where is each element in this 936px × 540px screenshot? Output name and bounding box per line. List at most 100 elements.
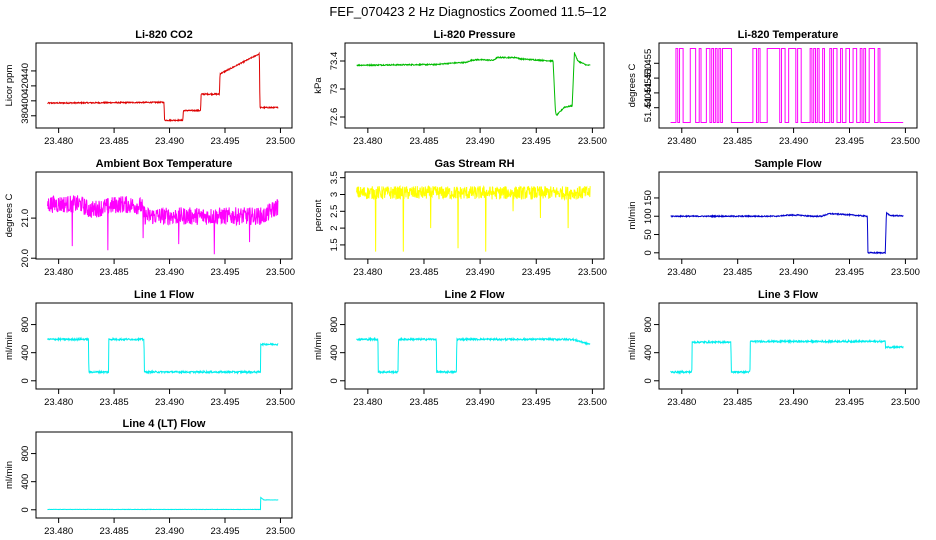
y-tick-label: 800 (643, 317, 654, 333)
y-tick-label: 0 (20, 378, 31, 383)
y-tick-label: 440 (20, 63, 31, 79)
x-tick-label: 23.485 (723, 397, 752, 408)
plot-frame (35, 302, 293, 390)
y-tick-label: 21.0 (20, 209, 31, 228)
x-tick-label: 23.485 (100, 526, 129, 537)
y-tick-label: 400 (643, 345, 654, 361)
series-line (670, 47, 904, 124)
y-tick-label: 400 (329, 345, 340, 361)
y-tick-label: 20.0 (20, 249, 31, 268)
x-tick-label: 23.490 (155, 267, 184, 278)
x-tick-label: 23.480 (353, 267, 382, 278)
y-axis-label: ml/min (627, 332, 638, 360)
plot-frame (344, 302, 605, 390)
series-line (47, 496, 279, 511)
x-tick-label: 23.500 (266, 267, 295, 278)
x-tick-label: 23.495 (522, 136, 551, 147)
panel-line-4-lt-flow: Line 4 (LT) Flow 23.480 23.485 23.490 23.495… (4, 418, 295, 537)
plot-frame (658, 302, 918, 390)
y-tick-label: 50 (643, 229, 654, 240)
plot-frame (344, 171, 605, 260)
series-line (47, 51, 279, 123)
x-tick-label: 23.495 (522, 267, 551, 278)
x-tick-label: 23.500 (891, 136, 920, 147)
x-tick-label: 23.485 (723, 136, 752, 147)
y-tick-label: 100 (643, 208, 654, 224)
y-tick-label: 380 (20, 108, 31, 124)
panel-title: Sample Flow (754, 158, 822, 170)
y-tick-label: 150 (643, 190, 654, 206)
y-tick-label: 800 (329, 317, 340, 333)
y-axis-label: degrees C (4, 193, 15, 237)
x-tick-label: 23.490 (779, 267, 808, 278)
series-line (670, 211, 904, 255)
x-tick-label: 23.500 (266, 136, 295, 147)
x-tick-label: 23.500 (891, 267, 920, 278)
x-tick-label: 23.485 (723, 267, 752, 278)
y-tick-label: 51.450 (643, 64, 654, 93)
series-line (670, 338, 904, 375)
x-tick-label: 23.490 (466, 397, 495, 408)
y-tick-label: 0 (329, 378, 340, 383)
x-tick-label: 23.495 (210, 136, 239, 147)
x-tick-label: 23.485 (409, 267, 438, 278)
y-tick-label: 1.5 (329, 238, 340, 251)
plot-frame (35, 171, 293, 260)
y-tick-label: 420 (20, 78, 31, 94)
x-tick-label: 23.480 (44, 136, 73, 147)
x-tick-label: 23.485 (100, 136, 129, 147)
y-tick-label: 3.5 (329, 171, 340, 184)
panel-title: Gas Stream RH (434, 158, 514, 170)
x-tick-label: 23.480 (44, 526, 73, 537)
x-tick-label: 23.485 (100, 397, 129, 408)
y-tick-label: 0 (20, 507, 31, 512)
x-tick-label: 23.480 (667, 397, 696, 408)
panel-title: Line 1 Flow (134, 289, 194, 301)
panel-ambient-box-temperature: Ambient Box Temperature 23.480 23.485 23.49… (4, 158, 295, 278)
x-tick-label: 23.480 (667, 267, 696, 278)
x-tick-label: 23.495 (835, 136, 864, 147)
x-tick-label: 23.480 (44, 397, 73, 408)
x-tick-label: 23.490 (155, 397, 184, 408)
plot-frame (344, 42, 605, 129)
panel-title: Line 3 Flow (758, 289, 818, 301)
x-tick-label: 23.490 (466, 136, 495, 147)
x-tick-label: 23.485 (100, 267, 129, 278)
x-tick-label: 23.500 (578, 397, 607, 408)
panel-sample-flow: Sample Flow 23.480 23.485 23.490 23.495 23.50… (627, 158, 920, 278)
plot-frame (658, 42, 918, 129)
series-line (47, 195, 279, 255)
series-line (356, 52, 591, 117)
y-axis-label: ml/min (4, 461, 15, 489)
figure-title: FEF_070423 2 Hz Diagnostics Zoomed 11.5–… (329, 4, 606, 19)
series-line (356, 185, 591, 252)
panel-title: Li-820 Pressure (434, 29, 516, 41)
panel-title: Line 2 Flow (445, 289, 505, 301)
x-tick-label: 23.500 (266, 526, 295, 537)
panel-title: Li-820 Temperature (738, 29, 839, 41)
x-tick-label: 23.480 (667, 136, 696, 147)
panel-li-820-pressure: Li-820 Pressure 23.480 23.485 23.490 23.495 2… (313, 29, 607, 147)
y-axis-label: kPa (313, 77, 324, 94)
x-tick-label: 23.495 (835, 267, 864, 278)
y-axis-label: ml/min (4, 332, 15, 360)
x-tick-label: 23.480 (353, 397, 382, 408)
y-tick-label: 2 (329, 225, 340, 230)
x-tick-label: 23.490 (779, 397, 808, 408)
panel-li-820-co2: Li-820 CO2 23.480 23.485 23.490 23.495 23.500… (4, 29, 295, 147)
x-tick-label: 23.490 (155, 136, 184, 147)
x-tick-label: 23.495 (210, 526, 239, 537)
y-tick-label: 800 (20, 446, 31, 462)
panel-line-2-flow: Line 2 Flow 23.480 23.485 23.490 23.495 23.50… (313, 289, 607, 408)
y-tick-label: 800 (20, 317, 31, 333)
plot-frame (35, 431, 293, 519)
x-tick-label: 23.500 (266, 397, 295, 408)
y-tick-label: 73 (329, 84, 340, 95)
x-tick-label: 23.480 (353, 136, 382, 147)
y-tick-label: 400 (20, 474, 31, 490)
plot-frame (658, 171, 918, 260)
panel-title: Ambient Box Temperature (96, 158, 233, 170)
series-line (356, 336, 591, 375)
